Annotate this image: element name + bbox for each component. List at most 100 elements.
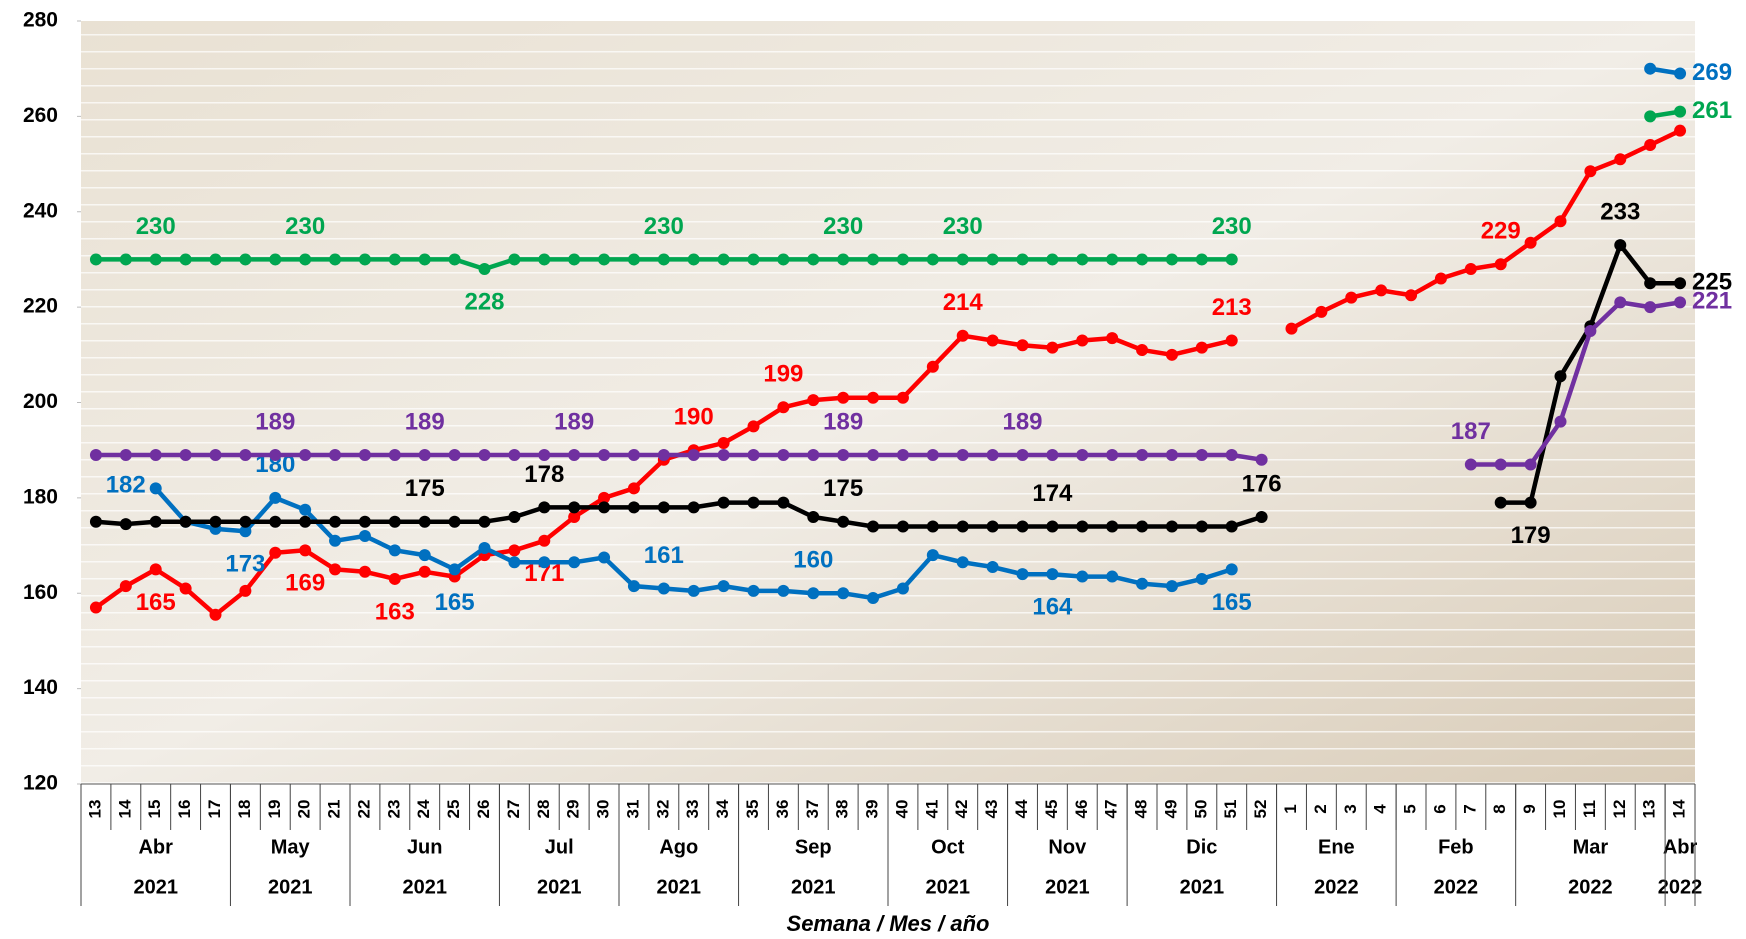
x-tick-label: 47 — [1102, 800, 1121, 819]
data-point — [210, 516, 222, 528]
data-point — [807, 253, 819, 265]
data-point — [329, 563, 341, 575]
month-label: Mar — [1573, 836, 1609, 858]
x-tick-label: 39 — [863, 800, 882, 819]
data-point — [598, 253, 610, 265]
data-label: 189 — [1002, 408, 1042, 435]
data-point — [180, 582, 192, 594]
data-point — [1017, 253, 1029, 265]
year-label: 2021 — [926, 876, 971, 898]
data-point — [598, 449, 610, 461]
data-point — [299, 504, 311, 516]
data-point — [1465, 263, 1477, 275]
data-point — [1076, 571, 1088, 583]
data-point — [688, 501, 700, 513]
data-point — [628, 253, 640, 265]
data-point — [628, 580, 640, 592]
data-point — [658, 449, 670, 461]
data-point — [628, 482, 640, 494]
data-point — [807, 511, 819, 523]
data-point — [1226, 563, 1238, 575]
data-point — [180, 449, 192, 461]
data-point — [150, 253, 162, 265]
data-point — [329, 535, 341, 547]
x-tick-label: 30 — [594, 800, 613, 819]
data-point — [658, 253, 670, 265]
x-tick-label: 17 — [205, 800, 224, 819]
data-point — [269, 492, 281, 504]
data-point — [239, 253, 251, 265]
data-point — [359, 566, 371, 578]
month-label: Dic — [1186, 836, 1217, 858]
page: Semana / Mes / año 120140160180200220240… — [0, 0, 1746, 939]
month-label: Abr — [1663, 836, 1698, 858]
data-point — [1495, 458, 1507, 470]
data-point — [210, 609, 222, 621]
data-point — [419, 449, 431, 461]
data-point — [867, 520, 879, 532]
year-label: 2021 — [402, 876, 447, 898]
data-point — [210, 253, 222, 265]
data-point — [1226, 335, 1238, 347]
x-tick-label: 24 — [414, 799, 433, 818]
data-point — [150, 516, 162, 528]
data-point — [1525, 497, 1537, 509]
data-label: 179 — [1511, 522, 1551, 549]
data-point — [90, 449, 102, 461]
data-point — [1046, 568, 1058, 580]
data-point — [1226, 449, 1238, 461]
data-point — [987, 335, 999, 347]
data-point — [1076, 520, 1088, 532]
data-point — [837, 516, 849, 528]
data-label: 169 — [285, 570, 325, 597]
data-label: 174 — [1032, 480, 1073, 507]
data-point — [568, 501, 580, 513]
data-label: 187 — [1451, 418, 1491, 445]
x-axis-title: Semana / Mes / año — [787, 911, 990, 936]
data-point — [269, 547, 281, 559]
data-point — [1196, 573, 1208, 585]
data-point — [299, 544, 311, 556]
x-tick-label: 14 — [115, 799, 134, 818]
y-tick-label: 120 — [23, 772, 58, 795]
data-point — [1136, 449, 1148, 461]
data-point — [1166, 520, 1178, 532]
x-tick-label: 22 — [354, 800, 373, 819]
data-point — [1166, 449, 1178, 461]
plot-texture — [81, 21, 1695, 784]
x-tick-label: 7 — [1460, 804, 1479, 813]
month-label: Ene — [1318, 836, 1355, 858]
data-point — [120, 580, 132, 592]
data-point — [1674, 106, 1686, 118]
data-label: 269 — [1692, 59, 1732, 86]
data-point — [807, 449, 819, 461]
data-point — [1555, 416, 1567, 428]
x-tick-label: 12 — [1610, 800, 1629, 819]
data-label: 165 — [136, 589, 176, 616]
data-point — [957, 520, 969, 532]
data-point — [1405, 289, 1417, 301]
x-tick-label: 8 — [1490, 804, 1509, 813]
data-point — [239, 449, 251, 461]
x-tick-label: 35 — [743, 800, 762, 819]
data-point — [867, 392, 879, 404]
data-point — [210, 449, 222, 461]
data-point — [1674, 296, 1686, 308]
data-label: 165 — [435, 589, 475, 616]
data-point — [449, 449, 461, 461]
data-point — [1166, 253, 1178, 265]
data-point — [359, 449, 371, 461]
data-point — [718, 437, 730, 449]
data-point — [1525, 458, 1537, 470]
data-point — [628, 501, 640, 513]
data-label: 199 — [763, 361, 803, 388]
data-point — [568, 253, 580, 265]
data-point — [1256, 454, 1268, 466]
data-point — [748, 420, 760, 432]
data-label: 160 — [793, 547, 833, 574]
data-point — [658, 582, 670, 594]
data-point — [837, 253, 849, 265]
data-point — [1106, 520, 1118, 532]
data-point — [1017, 449, 1029, 461]
x-tick-label: 16 — [175, 800, 194, 819]
